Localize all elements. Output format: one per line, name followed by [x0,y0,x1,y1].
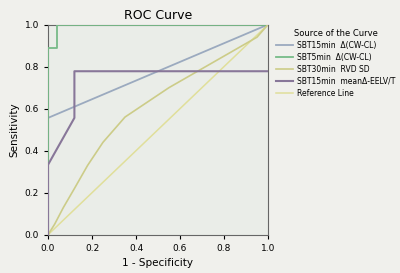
Y-axis label: Sensitivity: Sensitivity [9,102,19,157]
Legend: SBT15min  Δ(CW-CL), SBT5min  Δ(CW-CL), SBT30min  RVD SD, SBT15min  meanΔ-EELV/T,: SBT15min Δ(CW-CL), SBT5min Δ(CW-CL), SBT… [274,26,398,100]
X-axis label: 1 - Specificity: 1 - Specificity [122,258,194,268]
Title: ROC Curve: ROC Curve [124,9,192,22]
